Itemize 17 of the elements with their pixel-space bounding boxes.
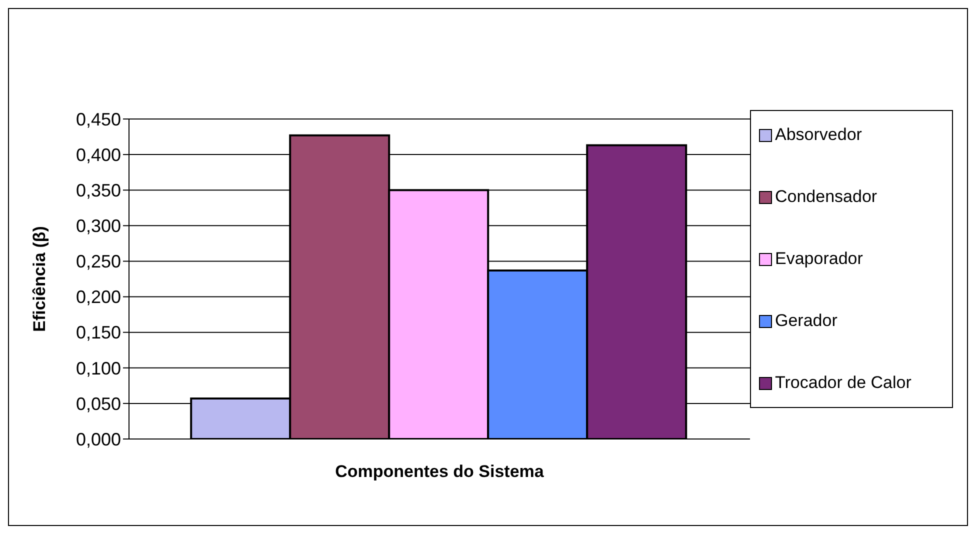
legend-label: Absorvedor: [775, 125, 863, 145]
y-tick-label: 0,000: [76, 429, 121, 450]
y-tick-label: 0,250: [76, 252, 121, 272]
y-tick-label: 0,450: [76, 109, 121, 130]
y-tick-label: 0,050: [76, 394, 121, 414]
y-tick-label: 0,400: [76, 144, 121, 165]
legend-label: Trocador de Calor: [775, 373, 912, 393]
legend-label: Condensador: [775, 187, 878, 207]
x-axis-title: Componentes do Sistema: [335, 462, 544, 481]
y-tick-label: 0,100: [76, 358, 121, 378]
legend-label: Gerador: [775, 311, 838, 331]
y-tick-label: 0,350: [76, 180, 121, 200]
y-tick-label: 0,200: [76, 287, 121, 308]
y-tick-label: 0,150: [76, 322, 121, 343]
y-axis-title: Eficiência (β): [30, 226, 50, 332]
legend-label: Evaporador: [775, 249, 864, 269]
y-tick-label: 0,300: [76, 216, 121, 236]
